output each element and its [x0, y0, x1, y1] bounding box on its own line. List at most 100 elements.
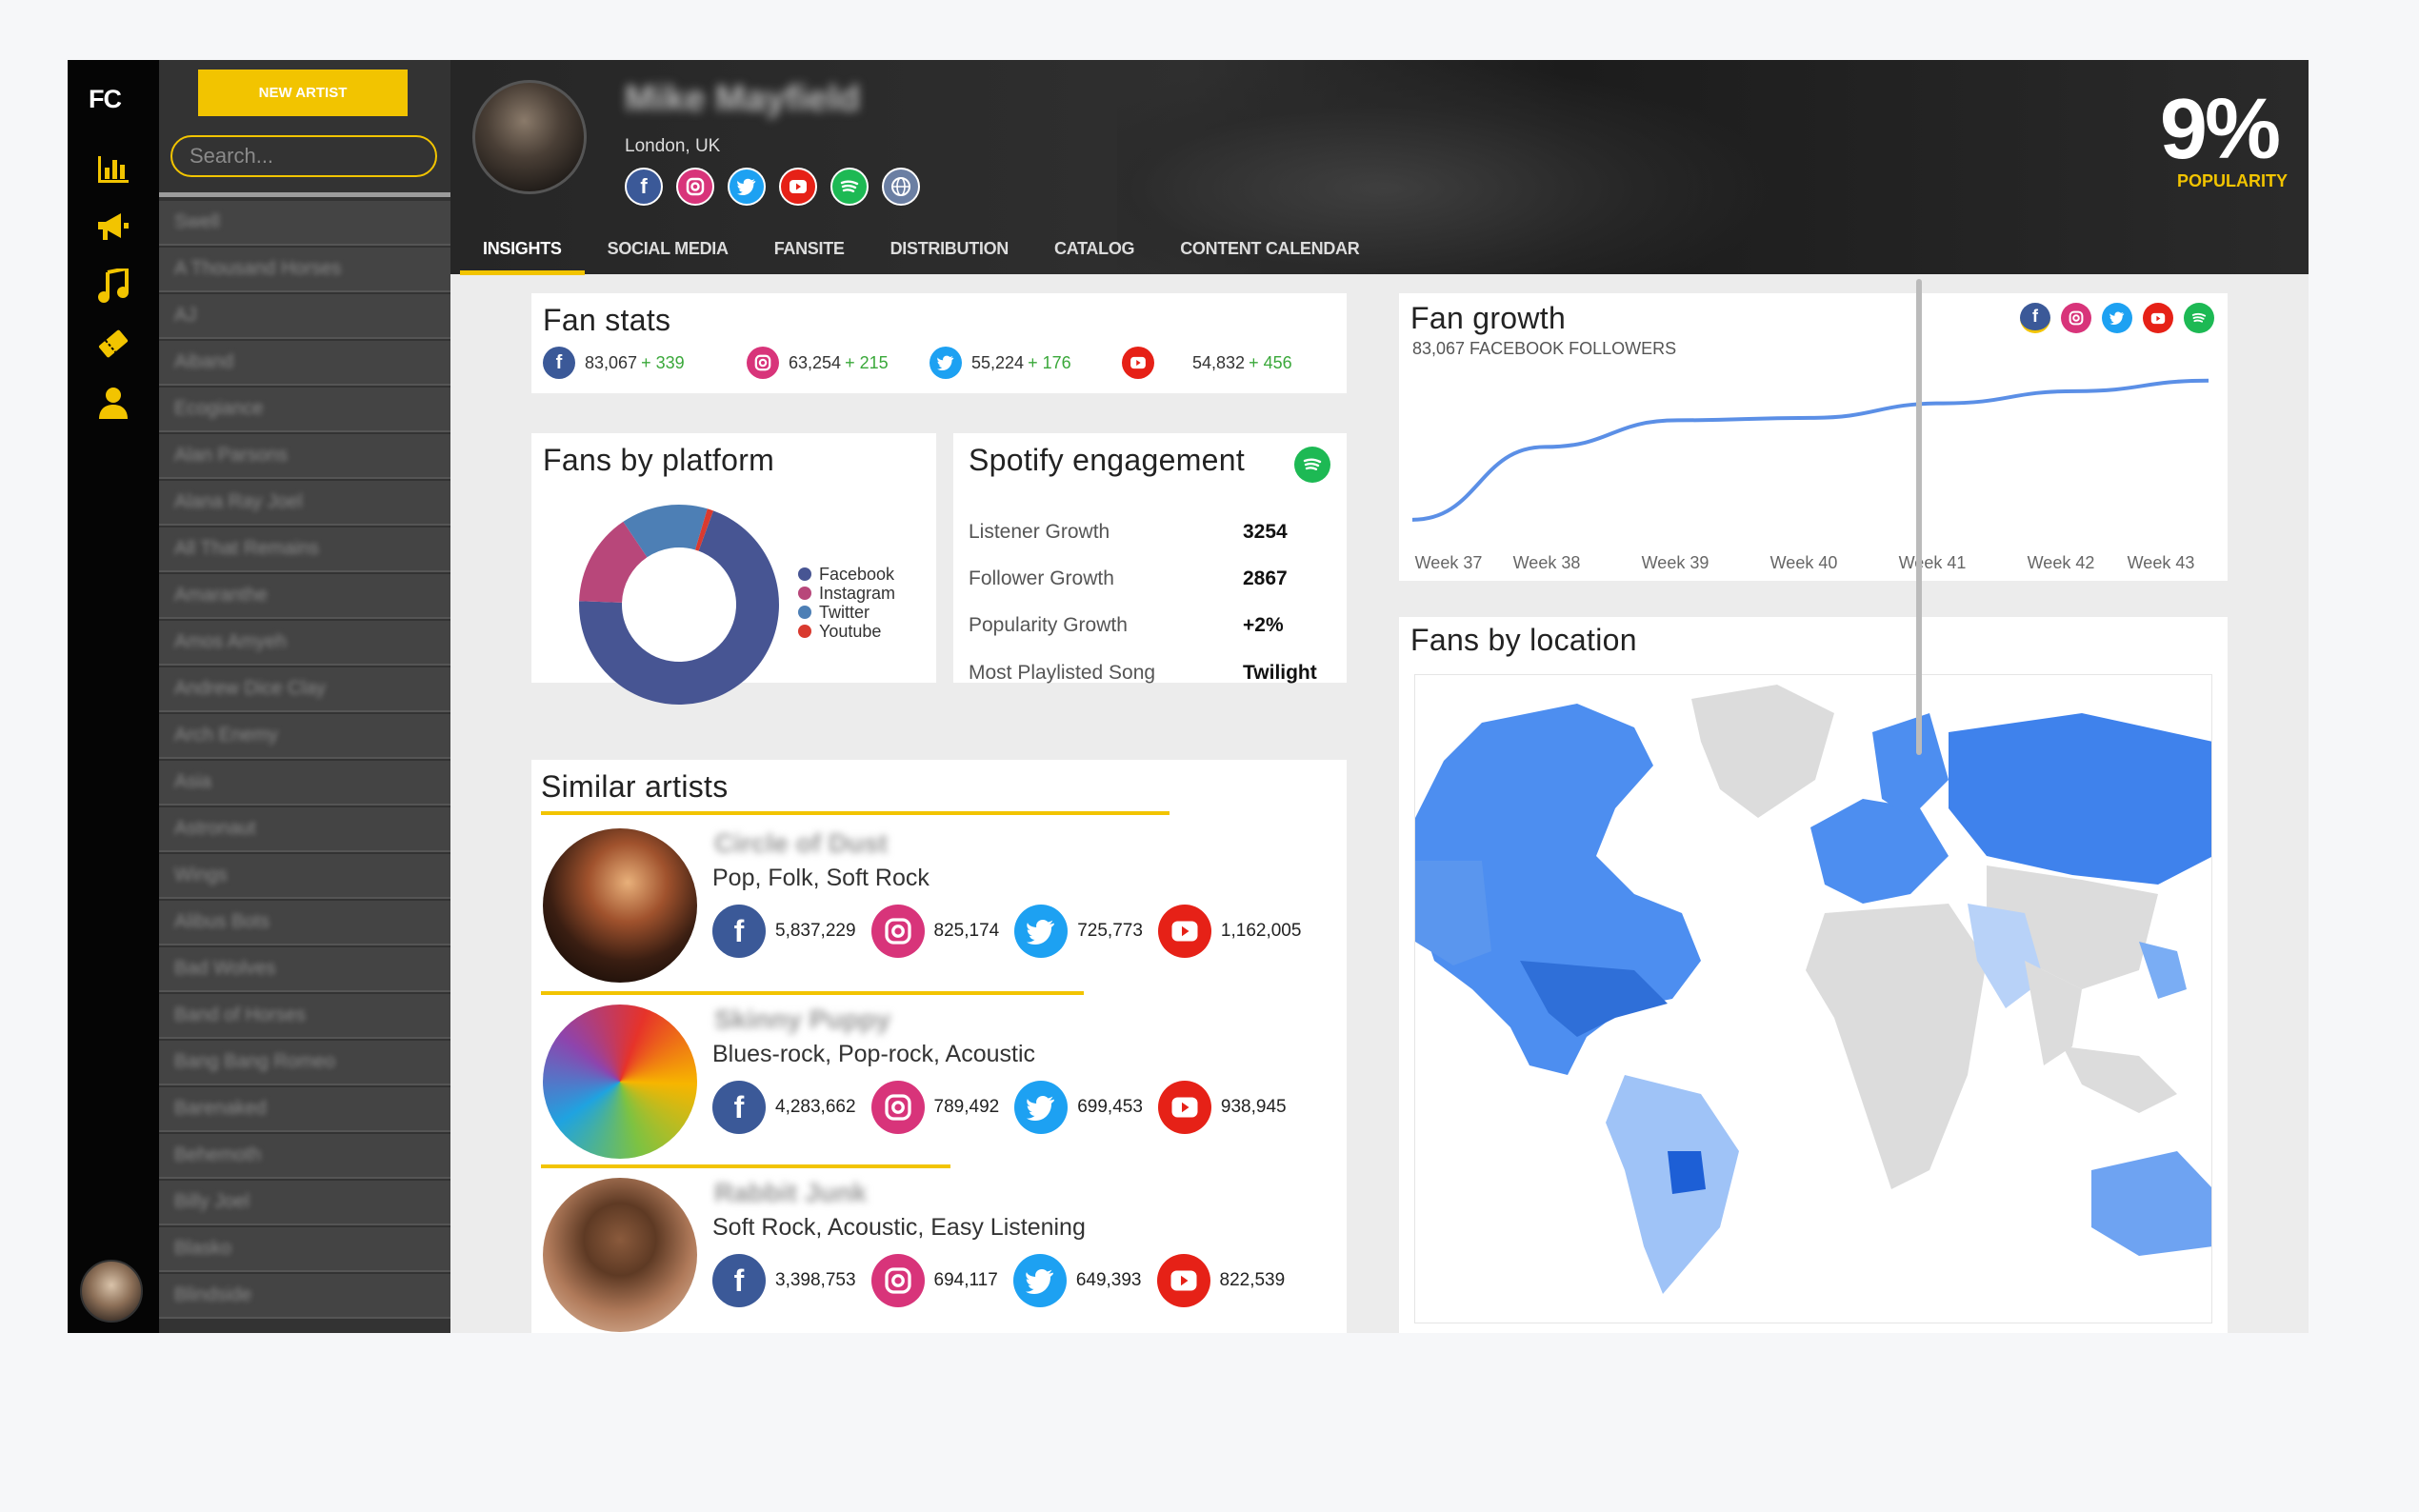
spotify-icon[interactable]	[2184, 303, 2214, 333]
similar-artist-row[interactable]: Rabbit Junk Soft Rock, Acoustic, Easy Li…	[543, 1178, 1343, 1333]
globe-icon[interactable]	[882, 168, 920, 206]
tab-content-calendar[interactable]: CONTENT CALENDAR	[1180, 239, 1360, 258]
artist-name: Mike Mayfield	[625, 79, 861, 119]
youtube-icon[interactable]	[2143, 303, 2173, 333]
scandinavia-region[interactable]	[1872, 713, 1949, 818]
artist-list-item[interactable]: Bang Bang Romeo	[159, 1041, 450, 1085]
facebook-icon[interactable]: f	[712, 1081, 766, 1134]
greenland-region[interactable]	[1691, 685, 1834, 818]
similar-artist-name[interactable]: Skinny Puppy	[714, 1005, 891, 1034]
artist-list-item[interactable]: Blindside	[159, 1274, 450, 1319]
artist-list-item[interactable]: Band of Horses	[159, 994, 450, 1039]
content-scrollbar[interactable]	[1916, 279, 1922, 755]
artist-list-item-label: Ecogiance	[174, 398, 264, 419]
music-note-icon[interactable]	[94, 267, 132, 305]
instagram-icon[interactable]	[870, 905, 925, 958]
sidebar-divider	[159, 192, 450, 197]
similar-artist-row[interactable]: Skinny Puppy Blues-rock, Pop-rock, Acous…	[543, 1005, 1343, 1171]
artist-list-item[interactable]: Behemoth	[159, 1134, 450, 1179]
middle-east-region[interactable]	[1968, 904, 2044, 1008]
artist-list-item[interactable]: Aiband	[159, 341, 450, 386]
youtube-icon[interactable]	[1156, 1254, 1210, 1307]
megaphone-icon[interactable]	[94, 208, 132, 246]
tab-catalog[interactable]: CATALOG	[1054, 239, 1135, 258]
artist-list-item[interactable]: Asia	[159, 761, 450, 806]
artist-list-item[interactable]: Alana Ray Joel	[159, 481, 450, 526]
bolivia-region[interactable]	[1668, 1151, 1706, 1194]
instagram-icon[interactable]	[870, 1081, 925, 1134]
artist-list-item[interactable]: Amos Amyeh	[159, 621, 450, 666]
artist-list-item[interactable]: Andrew Dice Clay	[159, 667, 450, 712]
artist-list-item[interactable]: A Thousand Horses	[159, 248, 450, 292]
twitter-icon[interactable]	[728, 168, 766, 206]
twitter-icon	[930, 347, 962, 379]
artist-list-item[interactable]: All That Remains	[159, 527, 450, 572]
artist-search-input[interactable]	[170, 135, 437, 177]
social-links: f	[625, 168, 920, 206]
youtube-icon[interactable]	[1157, 905, 1211, 958]
artist-list-item[interactable]: Amaranthe	[159, 574, 450, 619]
twitter-icon[interactable]	[1014, 1081, 1069, 1134]
artist-list-item-label: Amos Amyeh	[174, 631, 287, 652]
artist-list-item[interactable]: Alibus Bots	[159, 901, 450, 945]
spotify-icon[interactable]	[830, 168, 869, 206]
artist-list-item[interactable]: Billy Joel	[159, 1181, 450, 1225]
artist-list-item[interactable]: Swell	[159, 201, 450, 246]
similar-artist-name[interactable]: Rabbit Junk	[714, 1178, 868, 1207]
artist-list-item[interactable]: Alan Parsons	[159, 434, 450, 479]
similar-artist-stats: f 4,283,662 789,492 699,453 938,945	[712, 1081, 1302, 1134]
tab-fansite[interactable]: FANSITE	[773, 239, 845, 258]
instagram-icon[interactable]	[2061, 303, 2091, 333]
similar-artist-name[interactable]: Circle of Dust	[714, 828, 889, 858]
similar-artist-row[interactable]: Circle of Dust Pop, Folk, Soft Rock f 5,8…	[543, 828, 1343, 995]
new-artist-button[interactable]: NEW ARTIST	[198, 70, 408, 116]
artist-list-item[interactable]: Wings	[159, 854, 450, 899]
australia-region[interactable]	[2091, 1151, 2212, 1256]
russia-region[interactable]	[1949, 713, 2212, 885]
youtube-icon[interactable]	[1157, 1081, 1211, 1134]
europe-region[interactable]	[1810, 799, 1949, 904]
artist-list-item[interactable]: Blasko	[159, 1227, 450, 1272]
instagram-icon[interactable]	[676, 168, 714, 206]
twitter-icon[interactable]	[1012, 1254, 1067, 1307]
facebook-icon[interactable]: f	[2020, 303, 2050, 333]
donut-slice-facebook[interactable]	[579, 510, 779, 705]
artist-list-item[interactable]: Bad Wolves	[159, 947, 450, 992]
facebook-followers-line[interactable]	[1411, 378, 2209, 522]
main-content: Mike Mayfield London, UK f INSIGHTS SOCI…	[450, 60, 2309, 1333]
africa-region[interactable]	[1806, 904, 1987, 1189]
tab-insights[interactable]: INSIGHTS	[460, 229, 585, 275]
ticket-icon[interactable]	[94, 325, 132, 363]
alaska-region[interactable]	[1415, 861, 1491, 965]
world-map-svg	[1415, 675, 2212, 1323]
artist-header: Mike Mayfield London, UK f INSIGHTS SOCI…	[450, 60, 2309, 275]
tab-social-media[interactable]: SOCIAL MEDIA	[607, 239, 729, 258]
instagram-icon[interactable]	[870, 1254, 925, 1307]
donut-slice-youtube[interactable]	[694, 508, 714, 551]
twitter-icon[interactable]	[2102, 303, 2132, 333]
world-map[interactable]	[1414, 674, 2212, 1323]
artist-list-item[interactable]: Astronaut	[159, 807, 450, 852]
youtube-icon[interactable]	[779, 168, 817, 206]
artist-list-item[interactable]: AJ	[159, 294, 450, 339]
facebook-icon[interactable]: f	[712, 905, 766, 958]
artist-list-item[interactable]: Arch Enemy	[159, 714, 450, 759]
artist-list-item-label: Swell	[174, 211, 220, 232]
artist-list-item[interactable]: Barenaked	[159, 1087, 450, 1132]
japan-region[interactable]	[2139, 942, 2187, 999]
facebook-icon[interactable]: f	[712, 1254, 766, 1307]
artist-list-item[interactable]: Ecogiance	[159, 388, 450, 432]
app-window: FC NEW ARTIST Swell A Thousand Horses AJ Ai…	[68, 60, 2309, 1333]
southeast-asia-region[interactable]	[2063, 1046, 2177, 1113]
usa-region[interactable]	[1520, 961, 1668, 1037]
app-logo[interactable]: FC	[89, 85, 122, 113]
india-region[interactable]	[2025, 961, 2082, 1065]
tab-distribution[interactable]: DISTRIBUTION	[890, 239, 1010, 258]
user-icon[interactable]	[94, 384, 132, 422]
donut-slice-instagram[interactable]	[579, 521, 648, 603]
current-user-avatar[interactable]	[80, 1260, 143, 1323]
twitter-icon[interactable]	[1014, 905, 1069, 958]
bar-chart-icon[interactable]	[94, 150, 132, 189]
donut-slice-twitter[interactable]	[623, 505, 708, 558]
facebook-icon[interactable]: f	[625, 168, 663, 206]
